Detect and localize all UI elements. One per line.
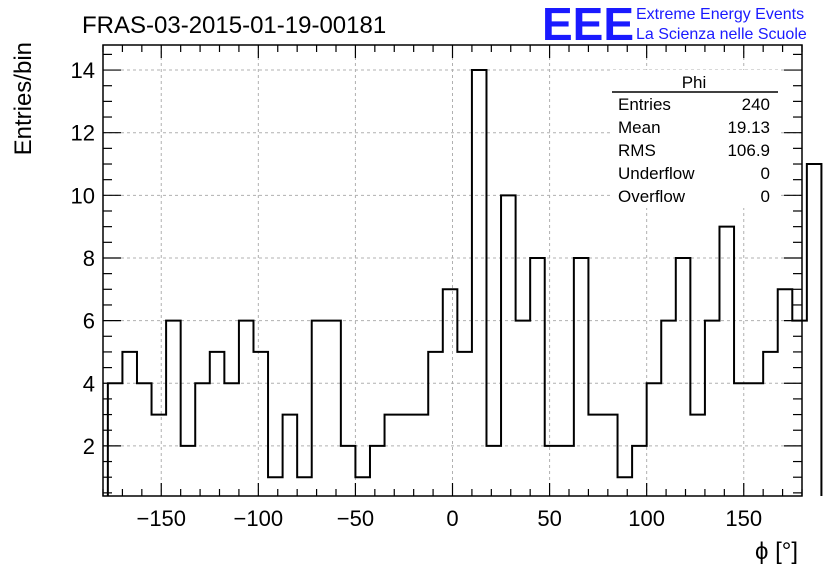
histogram-bin bbox=[588, 415, 603, 496]
stats-box: Phi Entries 240 Mean 19.13 RMS 106.9 Underflow… bbox=[612, 70, 778, 208]
histogram-bin bbox=[516, 321, 531, 496]
histogram-bin bbox=[632, 446, 647, 496]
stats-label: Mean bbox=[618, 118, 661, 137]
x-tick-label: −50 bbox=[337, 506, 374, 531]
stats-label: Underflow bbox=[618, 164, 695, 183]
histogram-bin bbox=[210, 352, 225, 496]
histogram-bin bbox=[530, 258, 545, 496]
histogram-bin bbox=[719, 227, 734, 496]
histogram-bin bbox=[122, 352, 137, 496]
stats-value: 0 bbox=[761, 187, 770, 206]
x-axis-label: ϕ [°] bbox=[755, 538, 798, 565]
x-tick-label: 50 bbox=[537, 506, 561, 531]
axis-ticks bbox=[102, 45, 803, 496]
axis-tick-labels: −150 −100 −50 0 50 100 150 2 4 6 8 10 12 14 bbox=[71, 58, 763, 531]
chart-title: FRAS-03-2015-01-19-00181 bbox=[82, 12, 386, 39]
y-tick-label: 12 bbox=[71, 121, 95, 146]
histogram-bin bbox=[618, 477, 633, 496]
y-tick-label: 14 bbox=[71, 58, 95, 83]
histogram-bin bbox=[137, 383, 152, 496]
histogram-bin bbox=[253, 352, 268, 496]
histogram-bin bbox=[312, 321, 327, 496]
x-tick-label: 150 bbox=[725, 506, 762, 531]
histogram-bin bbox=[443, 289, 458, 496]
histogram-bin bbox=[414, 415, 429, 496]
x-tick-label: −150 bbox=[136, 506, 186, 531]
histogram-bin bbox=[355, 477, 370, 496]
histogram-bin bbox=[603, 415, 618, 496]
stats-label: RMS bbox=[618, 141, 656, 160]
y-tick-label: 4 bbox=[83, 371, 95, 396]
histogram-bin bbox=[676, 258, 691, 496]
histogram-bin bbox=[326, 321, 341, 496]
histogram-bin bbox=[370, 446, 385, 496]
histogram-bin bbox=[559, 446, 574, 496]
histogram-bin bbox=[108, 383, 123, 496]
stats-label: Overflow bbox=[618, 187, 686, 206]
logo-line-1: Extreme Energy Events bbox=[636, 6, 804, 23]
histogram-bin bbox=[647, 383, 662, 496]
x-tick-label: −100 bbox=[234, 506, 284, 531]
stats-value: 240 bbox=[742, 95, 770, 114]
histogram-bin bbox=[341, 446, 356, 496]
histogram-bin bbox=[224, 383, 239, 496]
histogram-bin bbox=[399, 415, 414, 496]
histogram-bin bbox=[734, 383, 749, 496]
histogram-bin bbox=[297, 477, 312, 496]
x-tick-label: 0 bbox=[446, 506, 458, 531]
stats-value: 106.9 bbox=[727, 141, 770, 160]
eee-logo: EEE Extreme Energy Events La Scienza nel… bbox=[542, 0, 807, 50]
histogram-bin bbox=[428, 352, 443, 496]
logo-letters: EEE bbox=[542, 0, 634, 50]
histogram-bin bbox=[239, 321, 254, 496]
histogram-bin bbox=[545, 446, 560, 496]
histogram-bin bbox=[574, 258, 589, 496]
histogram-bin bbox=[807, 164, 822, 496]
stats-box-title: Phi bbox=[682, 73, 707, 92]
y-tick-label: 8 bbox=[83, 246, 95, 271]
histogram-bin bbox=[501, 195, 516, 496]
histogram-bin bbox=[166, 321, 181, 496]
y-axis-label: Entries/bin bbox=[10, 42, 37, 155]
histogram-bin bbox=[385, 415, 400, 496]
histogram-bin bbox=[472, 70, 487, 496]
histogram-bin bbox=[152, 415, 167, 496]
x-tick-label: 100 bbox=[628, 506, 665, 531]
histogram-bin bbox=[763, 352, 778, 496]
y-tick-label: 10 bbox=[71, 183, 95, 208]
histogram-bin bbox=[283, 415, 298, 496]
y-tick-label: 2 bbox=[83, 434, 95, 459]
stats-rows: Entries 240 Mean 19.13 RMS 106.9 Underflow 0 Ove… bbox=[618, 95, 770, 206]
histogram-bin bbox=[486, 446, 501, 496]
stats-value: 19.13 bbox=[727, 118, 770, 137]
logo-line-2: La Scienza nelle Scuole bbox=[636, 26, 807, 43]
histogram-bin bbox=[457, 352, 472, 496]
histogram-bin bbox=[749, 383, 764, 496]
histogram-outline bbox=[106, 69, 823, 496]
histogram-bin bbox=[661, 321, 676, 496]
y-tick-label: 6 bbox=[83, 309, 95, 334]
histogram-bin bbox=[268, 477, 283, 496]
histogram-bin bbox=[690, 415, 705, 496]
histogram-bin bbox=[181, 446, 196, 496]
histogram-bin bbox=[195, 383, 210, 496]
histogram-bin bbox=[792, 321, 807, 496]
histogram-series bbox=[106, 69, 823, 496]
grid bbox=[103, 45, 802, 496]
stats-value: 0 bbox=[761, 164, 770, 183]
stats-box-background bbox=[612, 70, 778, 208]
histogram-bin bbox=[705, 321, 720, 496]
stats-label: Entries bbox=[618, 95, 671, 114]
